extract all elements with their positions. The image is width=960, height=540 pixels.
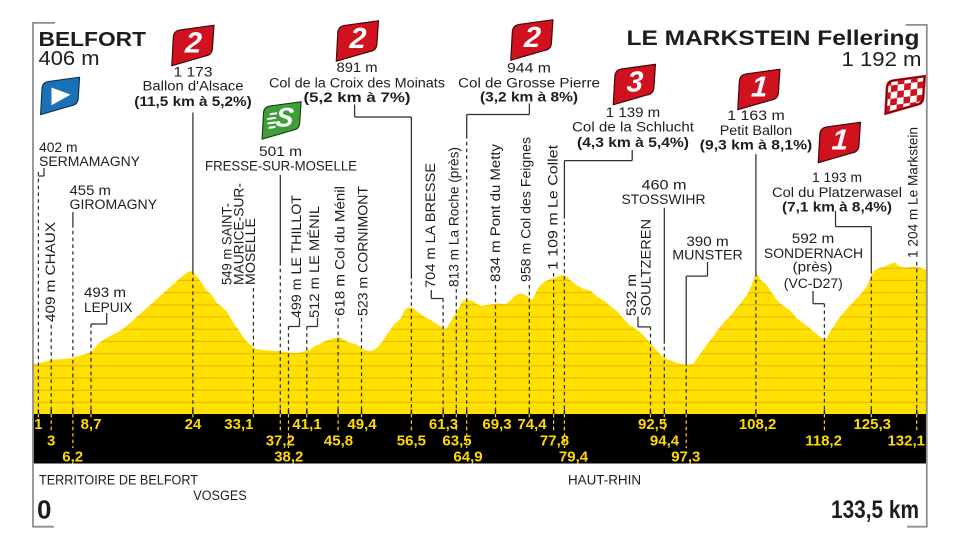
svg-text:Col du Platzerwasel: Col du Platzerwasel [772, 185, 902, 200]
svg-text:74,4: 74,4 [517, 416, 547, 433]
svg-text:38,2: 38,2 [274, 449, 303, 466]
svg-text:704 m LA BRESSE: 704 m LA BRESSE [423, 163, 438, 288]
svg-text:(11,5 km à 5,2%): (11,5 km à 5,2%) [134, 94, 252, 109]
svg-text:41,1: 41,1 [292, 416, 321, 433]
svg-text:63,5: 63,5 [442, 433, 471, 450]
svg-text:1 193 m: 1 193 m [812, 170, 862, 185]
svg-text:0: 0 [37, 495, 51, 525]
svg-text:1 192 m: 1 192 m [842, 49, 922, 71]
svg-text:77,8: 77,8 [540, 433, 569, 450]
svg-text:958 m Col des Feignes: 958 m Col des Feignes [519, 137, 534, 282]
svg-text:69,3: 69,3 [482, 416, 511, 433]
svg-text:FRESSE-SUR-MOSELLE: FRESSE-SUR-MOSELLE [205, 159, 357, 174]
svg-text:SERMAMAGNY: SERMAMAGNY [39, 154, 140, 169]
svg-text:S: S [274, 102, 295, 133]
svg-text:92,5: 92,5 [638, 416, 667, 433]
svg-text:61,3: 61,3 [429, 416, 458, 433]
svg-text:108,2: 108,2 [739, 416, 777, 433]
svg-text:6,2: 6,2 [62, 449, 83, 466]
svg-text:813 m La Roche (près): 813 m La Roche (près) [447, 147, 462, 287]
svg-text:Ballon d'Alsace: Ballon d'Alsace [143, 79, 244, 94]
svg-text:(VC-D27): (VC-D27) [784, 276, 843, 291]
svg-text:2: 2 [183, 28, 202, 60]
svg-text:1 173: 1 173 [174, 65, 213, 80]
svg-text:501 m: 501 m [259, 144, 302, 159]
svg-text:SONDERNACH: SONDERNACH [764, 246, 863, 261]
svg-text:8,7: 8,7 [81, 416, 102, 433]
svg-text:Col de Grosse Pierre: Col de Grosse Pierre [458, 76, 600, 91]
svg-text:24: 24 [185, 416, 202, 433]
svg-text:MOSELLE: MOSELLE [243, 218, 258, 285]
svg-text:891 m: 891 m [337, 60, 378, 75]
svg-text:94,4: 94,4 [650, 433, 680, 450]
svg-text:MAURICE-SUR-: MAURICE-SUR- [232, 183, 247, 285]
svg-text:BELFORT: BELFORT [39, 28, 147, 51]
svg-text:512 m LE MÉNIL: 512 m LE MÉNIL [307, 205, 322, 318]
svg-text:133,5 km: 133,5 km [831, 496, 919, 524]
svg-text:1 109 m Le Collet: 1 109 m Le Collet [546, 145, 561, 270]
svg-text:97,3: 97,3 [671, 449, 700, 466]
svg-text:1 204 m Le Markstein: 1 204 m Le Markstein [906, 127, 921, 258]
svg-text:(7,1 km à 8,4%): (7,1 km à 8,4%) [782, 200, 892, 215]
svg-text:549 m SAINT-: 549 m SAINT- [220, 203, 235, 285]
svg-text:STOSSWIHR: STOSSWIHR [622, 192, 706, 207]
svg-text:523 m CORNIMONT: 523 m CORNIMONT [356, 186, 371, 316]
svg-text:125,3: 125,3 [853, 416, 891, 433]
svg-text:HAUT-RHIN: HAUT-RHIN [568, 472, 641, 487]
svg-text:3: 3 [626, 67, 644, 99]
svg-text:TERRITOIRE DE BELFORT: TERRITOIRE DE BELFORT [39, 473, 198, 488]
svg-text:Petit Ballon: Petit Ballon [720, 123, 793, 138]
svg-text:56,5: 56,5 [397, 433, 426, 450]
svg-text:64,9: 64,9 [453, 449, 482, 466]
svg-text:Col de la Croix des Moinats: Col de la Croix des Moinats [269, 76, 445, 91]
svg-text:Col de la Schlucht: Col de la Schlucht [572, 120, 694, 135]
svg-text:(près): (près) [793, 260, 833, 275]
svg-text:(9,3 km à 8,1%): (9,3 km à 8,1%) [700, 138, 813, 153]
svg-text:455 m: 455 m [70, 183, 111, 198]
svg-text:33,1: 33,1 [224, 416, 253, 433]
svg-text:409 m CHAUX: 409 m CHAUX [43, 222, 58, 322]
svg-text:532 m: 532 m [624, 274, 639, 316]
svg-text:3: 3 [47, 433, 55, 450]
svg-text:1: 1 [831, 125, 849, 157]
svg-text:390 m: 390 m [686, 234, 728, 249]
svg-text:LE MARKSTEIN Fellering: LE MARKSTEIN Fellering [627, 26, 920, 50]
svg-text:2: 2 [348, 23, 367, 55]
svg-text:(4,3 km à 5,4%): (4,3 km à 5,4%) [577, 135, 689, 150]
svg-text:1 139 m: 1 139 m [606, 105, 660, 120]
svg-text:834 m Pont du Metty: 834 m Pont du Metty [488, 144, 503, 282]
svg-text:402 m: 402 m [39, 140, 78, 155]
svg-text:2: 2 [522, 22, 541, 54]
svg-text:VOSGES: VOSGES [193, 488, 247, 503]
svg-text:1: 1 [750, 72, 768, 104]
svg-text:460 m: 460 m [642, 178, 687, 193]
svg-text:499 m LE THILLOT: 499 m LE THILLOT [289, 195, 304, 318]
svg-text:618 m Col du Ménil: 618 m Col du Ménil [333, 186, 348, 316]
svg-text:LEPUIX: LEPUIX [84, 300, 133, 315]
svg-text:132,1: 132,1 [887, 433, 925, 450]
svg-text:GIROMAGNY: GIROMAGNY [70, 197, 158, 212]
svg-text:493 m: 493 m [84, 285, 126, 300]
svg-text:MUNSTER: MUNSTER [672, 248, 743, 263]
svg-text:45,8: 45,8 [324, 433, 353, 450]
svg-text:(5,2 km à 7%): (5,2 km à 7%) [304, 90, 411, 105]
svg-text:SOULTZEREN: SOULTZEREN [639, 219, 654, 316]
svg-text:406 m: 406 m [39, 48, 100, 70]
svg-text:49,4: 49,4 [347, 416, 377, 433]
svg-text:79,4: 79,4 [559, 449, 589, 466]
svg-text:592 m: 592 m [792, 231, 835, 246]
svg-text:118,2: 118,2 [805, 433, 842, 450]
svg-text:37,2: 37,2 [266, 433, 295, 450]
svg-text:(3,2 km à 8%): (3,2 km à 8%) [480, 90, 578, 105]
svg-text:1: 1 [34, 416, 42, 433]
svg-text:1 163 m: 1 163 m [727, 108, 785, 123]
svg-text:944 m: 944 m [507, 61, 551, 76]
